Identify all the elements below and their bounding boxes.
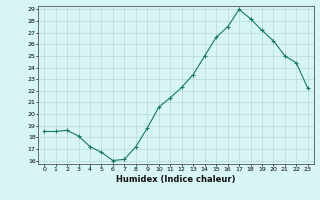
- X-axis label: Humidex (Indice chaleur): Humidex (Indice chaleur): [116, 175, 236, 184]
